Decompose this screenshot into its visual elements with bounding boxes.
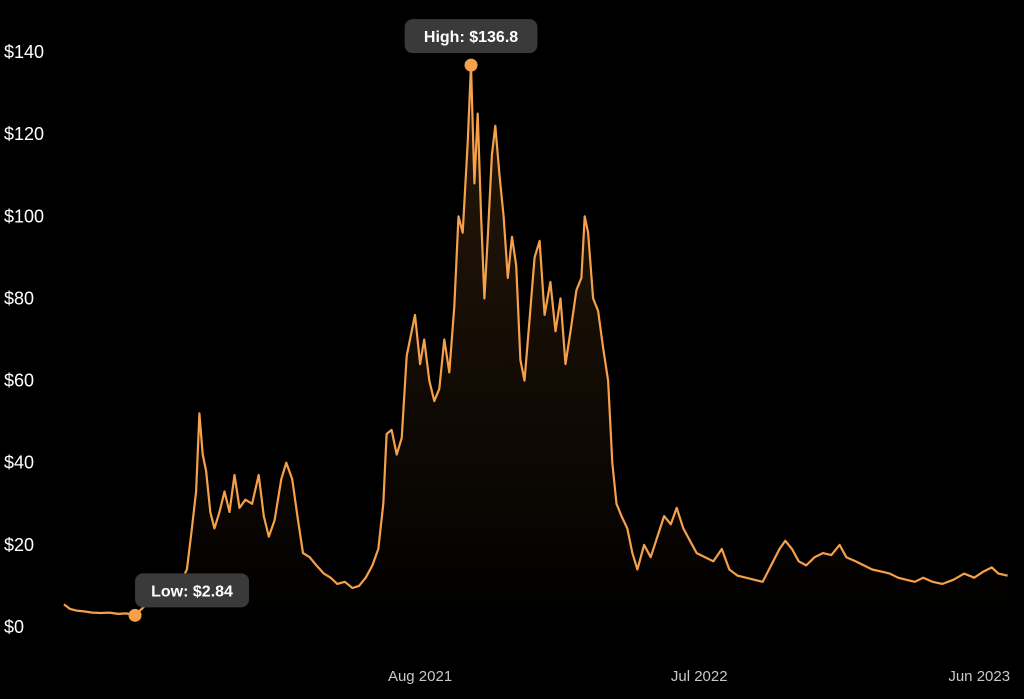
low-callout-label: Low: $2.84 [151, 583, 233, 600]
low-callout: Low: $2.84 [128, 573, 250, 622]
high-callout-box [404, 19, 538, 54]
x-tick-label: Jun 2023 [948, 668, 1010, 685]
low-marker [128, 608, 142, 622]
x-tick-label: Aug 2021 [388, 668, 452, 685]
x-axis: Aug 2021 Jul 2022 Jun 2023 [388, 668, 1010, 685]
y-axis: $0 $20 $40 $60 $80 $100 $120 $140 [4, 42, 44, 637]
high-callout-label: High: $136.8 [424, 29, 518, 46]
high-marker [464, 58, 478, 72]
y-tick-label: $120 [4, 124, 44, 144]
price-line [63, 63, 1008, 617]
annotations: High: $136.8 Low: $2.84 [128, 19, 538, 622]
y-tick-label: $40 [4, 453, 34, 473]
y-tick-label: $20 [4, 535, 34, 555]
y-tick-label: $60 [4, 371, 34, 391]
high-callout: High: $136.8 [404, 19, 538, 72]
low-callout-box [135, 573, 250, 608]
x-tick-label: Jul 2022 [671, 668, 728, 685]
y-tick-label: $0 [4, 617, 24, 637]
y-tick-label: $80 [4, 288, 34, 308]
price-area [64, 65, 1008, 628]
y-tick-label: $140 [4, 42, 44, 62]
y-tick-label: $100 [4, 206, 44, 226]
